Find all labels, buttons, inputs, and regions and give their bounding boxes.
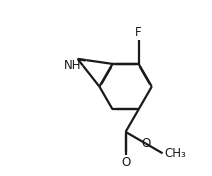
Text: O: O — [121, 156, 130, 169]
Text: CH₃: CH₃ — [165, 147, 187, 160]
Text: O: O — [141, 137, 150, 150]
Text: NH: NH — [63, 59, 81, 73]
Text: F: F — [135, 26, 142, 39]
